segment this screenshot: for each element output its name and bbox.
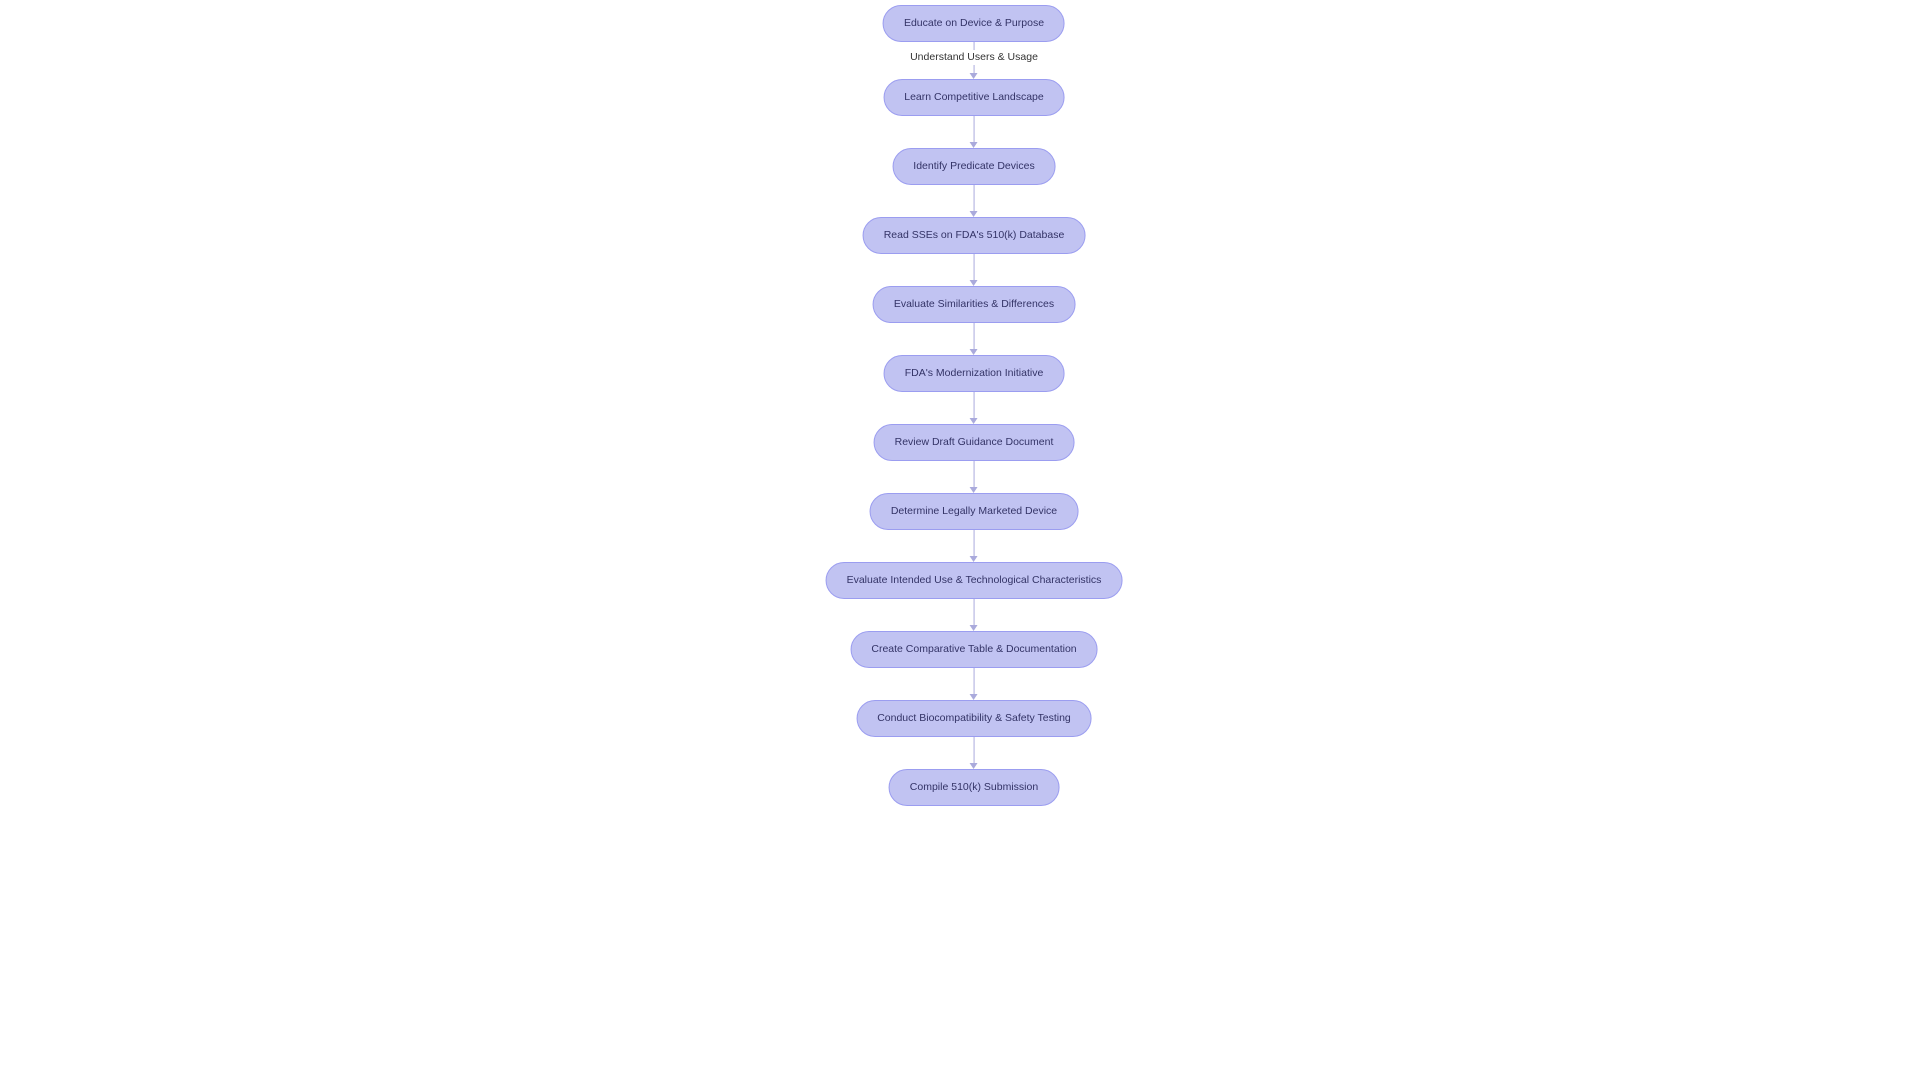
node-label: Evaluate Similarities & Differences <box>894 299 1054 310</box>
flowchart-node: Learn Competitive Landscape <box>883 79 1065 116</box>
flowchart-edge <box>970 461 978 493</box>
arrow-head-icon <box>970 418 978 424</box>
arrow-head-icon <box>970 211 978 217</box>
edge-label: Understand Users & Usage <box>910 52 1038 63</box>
arrow-head-icon <box>970 556 978 562</box>
node-label: FDA's Modernization Initiative <box>905 368 1044 379</box>
flowchart-node: Evaluate Similarities & Differences <box>873 286 1075 323</box>
node-label: Read SSEs on FDA's 510(k) Database <box>884 230 1065 241</box>
arrow-head-icon <box>970 349 978 355</box>
node-label: Evaluate Intended Use & Technological Ch… <box>847 575 1102 586</box>
flowchart-node: Identify Predicate Devices <box>892 148 1055 185</box>
flowchart-node: Review Draft Guidance Document <box>874 424 1075 461</box>
flowchart-edge <box>970 185 978 217</box>
arrow-head-icon <box>970 142 978 148</box>
node-label: Review Draft Guidance Document <box>895 437 1054 448</box>
flowchart-node: Evaluate Intended Use & Technological Ch… <box>826 562 1123 599</box>
arrow-head-icon <box>970 763 978 769</box>
flowchart-node: Educate on Device & Purpose <box>883 5 1065 42</box>
flowchart-edge <box>970 530 978 562</box>
node-label: Conduct Biocompatibility & Safety Testin… <box>877 713 1071 724</box>
flowchart-edge <box>970 254 978 286</box>
arrow-head-icon <box>970 280 978 286</box>
flowchart-container: Educate on Device & Purpose Understand Us… <box>826 5 1123 806</box>
flowchart-edge <box>970 392 978 424</box>
arrow-head-icon <box>970 625 978 631</box>
node-label: Identify Predicate Devices <box>913 161 1034 172</box>
flowchart-node: Create Comparative Table & Documentation <box>850 631 1097 668</box>
arrow-head-icon <box>970 694 978 700</box>
arrow-head-icon <box>970 487 978 493</box>
node-label: Educate on Device & Purpose <box>904 18 1044 29</box>
flowchart-edge <box>970 668 978 700</box>
flowchart-edge <box>970 737 978 769</box>
flowchart-node: Read SSEs on FDA's 510(k) Database <box>863 217 1086 254</box>
flowchart-node: Compile 510(k) Submission <box>889 769 1059 806</box>
flowchart-edge <box>970 599 978 631</box>
flowchart-edge <box>970 116 978 148</box>
flowchart-node: Conduct Biocompatibility & Safety Testin… <box>856 700 1092 737</box>
flowchart-edge <box>970 323 978 355</box>
node-label: Determine Legally Marketed Device <box>891 506 1057 517</box>
node-label: Learn Competitive Landscape <box>904 92 1044 103</box>
flowchart-node: FDA's Modernization Initiative <box>884 355 1065 392</box>
node-label: Compile 510(k) Submission <box>910 782 1038 793</box>
flowchart-node: Determine Legally Marketed Device <box>870 493 1078 530</box>
flowchart-edge: Understand Users & Usage <box>910 42 1038 79</box>
arrow-head-icon <box>970 73 978 79</box>
node-label: Create Comparative Table & Documentation <box>871 644 1076 655</box>
